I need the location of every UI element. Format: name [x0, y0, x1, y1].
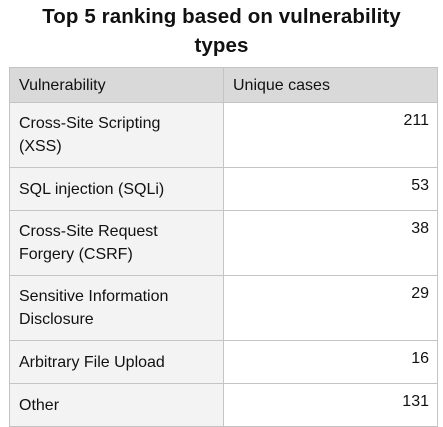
unique-cases-cell: 29: [223, 275, 438, 341]
vulnerability-name-line: Cross-Site Request: [19, 223, 158, 240]
vulnerability-name-line: Other: [19, 396, 60, 414]
chart-title-line-1: Top 5 ranking based on vulnerability: [42, 5, 401, 28]
unique-cases-cell: 211: [223, 102, 438, 168]
unique-cases-cell: 131: [223, 383, 438, 427]
table-row: Sensitive Information Disclosure 29: [9, 275, 438, 341]
vulnerability-name-line: Arbitrary File Upload: [19, 353, 165, 371]
table-row: SQL injection (SQLi) 53: [9, 167, 438, 211]
chart-title: Top 5 ranking based on vulnerability typ…: [0, 2, 443, 60]
unique-cases-cell: 53: [223, 167, 438, 211]
table-row: Other 131: [9, 383, 438, 427]
table-body: Cross-Site Scripting (XSS) 211 SQL injec…: [9, 102, 438, 427]
vulnerability-name-cell: Other: [9, 383, 224, 427]
vulnerability-name-cell: SQL injection (SQLi): [9, 167, 224, 211]
unique-cases-cell: 16: [223, 340, 438, 384]
table-row: Cross-Site Scripting (XSS) 211: [9, 102, 438, 168]
vulnerability-name-cell: Arbitrary File Upload: [9, 340, 224, 384]
table-row: Arbitrary File Upload 16: [9, 340, 438, 384]
table-row: Cross-Site Request Forgery (CSRF) 38: [9, 210, 438, 276]
vulnerability-name-cell: Cross-Site Scripting (XSS): [9, 102, 224, 168]
ranking-table: Vulnerability Unique cases Cross-Site Sc…: [9, 67, 438, 427]
column-header-unique-cases: Unique cases: [223, 67, 438, 103]
column-header-vulnerability: Vulnerability: [9, 67, 224, 103]
chart-title-line-2: types: [194, 34, 249, 57]
table-header-row: Vulnerability Unique cases: [9, 67, 438, 103]
vulnerability-name-cell: Cross-Site Request Forgery (CSRF): [9, 210, 224, 276]
vulnerability-name-line: SQL injection (SQLi): [19, 180, 165, 198]
unique-cases-cell: 38: [223, 210, 438, 276]
vulnerability-name-line: Cross-Site Scripting: [19, 115, 161, 132]
vulnerability-name-line: (XSS): [19, 138, 62, 155]
vulnerability-name-line: Disclosure: [19, 311, 94, 328]
vulnerability-name-line: Forgery (CSRF): [19, 246, 133, 263]
vulnerability-name-line: Sensitive Information: [19, 288, 169, 305]
vulnerability-name-cell: Sensitive Information Disclosure: [9, 275, 224, 341]
